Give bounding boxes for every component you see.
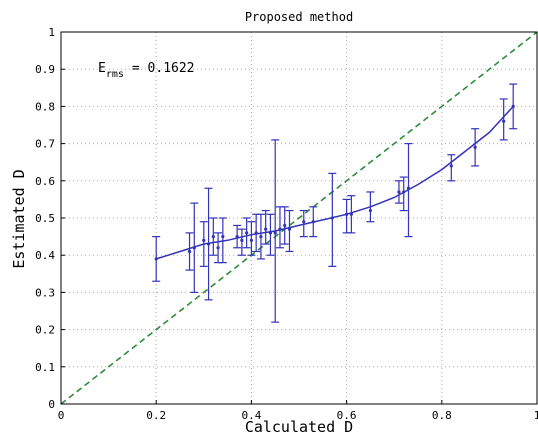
data-point: [330, 216, 334, 220]
data-point: [349, 212, 353, 216]
error-bar-point: [204, 187, 213, 301]
error-bar-point: [242, 217, 251, 249]
data-point: [264, 227, 268, 231]
error-bar-point: [499, 98, 508, 141]
x-tick-label: 1: [534, 409, 538, 422]
data-point: [302, 220, 306, 224]
error-bar-point: [209, 217, 218, 256]
error-bar-point: [342, 198, 351, 234]
data-point: [449, 164, 453, 168]
error-bar-point: [152, 236, 161, 282]
data-point: [283, 223, 287, 228]
data-point: [502, 119, 506, 123]
data-point: [268, 231, 273, 235]
y-tick-label: 0.2: [35, 324, 55, 337]
data-point: [406, 186, 411, 190]
error-bar-point: [237, 228, 246, 256]
rms-error-value: = 0.1622: [132, 61, 195, 76]
data-point: [473, 145, 477, 149]
data-point: [511, 104, 515, 108]
data-point: [368, 208, 372, 213]
error-bars: [152, 83, 518, 323]
rms-error-symbol: E: [98, 61, 106, 76]
data-point: [402, 190, 406, 194]
error-bar-point: [404, 143, 413, 238]
y-tick-label: 0.6: [35, 175, 55, 188]
y-tick-label: 0.1: [35, 361, 55, 374]
error-bar-point: [233, 224, 242, 249]
error-bar-point: [447, 154, 456, 182]
y-tick-label: 0.7: [35, 138, 55, 151]
x-tick-label: 0.4: [241, 409, 261, 422]
y-tick-label: 0.5: [35, 212, 55, 225]
identity-line: [60, 31, 538, 405]
y-tick-label: 0.9: [35, 63, 55, 76]
error-bar-point: [214, 232, 223, 264]
data-point: [249, 238, 253, 242]
data-point: [345, 212, 349, 216]
error-bar-point: [256, 213, 265, 260]
data-point: [278, 227, 282, 231]
data-point: [206, 242, 211, 246]
x-tick-label: 0.8: [432, 409, 452, 422]
error-bar-point: [275, 206, 284, 249]
data-point: [397, 190, 401, 194]
error-bar-point: [299, 209, 308, 238]
rms-error-subscript: rms: [106, 69, 124, 80]
data-point: [202, 238, 206, 242]
y-tick-label: 0: [48, 398, 55, 411]
data-point: [192, 246, 196, 250]
x-tick-labels: 0 0.2 0.4 0.6 0.8 1: [58, 409, 538, 422]
error-bar-point: [261, 209, 270, 245]
error-bar-point: [328, 172, 337, 267]
data-point: [211, 235, 215, 239]
error-bar-point: [394, 180, 403, 204]
x-tick-label: 0: [58, 409, 65, 422]
data-point: [311, 220, 315, 224]
data-point: [273, 231, 277, 235]
data-point: [235, 235, 239, 239]
rms-error-annotation: Erms = 0.1622: [98, 61, 195, 80]
error-bar-point: [199, 221, 208, 267]
x-tick-label: 0.6: [337, 409, 357, 422]
fit-curve: [155, 105, 514, 260]
data-point: [187, 249, 192, 254]
error-bar-point: [218, 217, 227, 264]
x-axis-label: Calculated D: [245, 418, 353, 436]
x-tick-label: 0.2: [146, 409, 166, 422]
y-tick-labels: 0 0.1 0.2 0.3 0.4 0.5 0.6 0.7 0.8 0.9 1: [35, 26, 55, 411]
error-bar-point: [399, 176, 408, 212]
grid-lines: [60, 31, 538, 405]
chart-title: Proposed method: [245, 10, 353, 24]
data-point: [245, 231, 249, 235]
y-tick-label: 0.8: [35, 100, 55, 113]
data-point: [221, 235, 225, 239]
error-bar-point: [185, 232, 194, 271]
y-axis-label: Estimated D: [10, 169, 28, 268]
data-point: [287, 227, 292, 231]
y-tick-label: 0.4: [35, 249, 55, 262]
plot-frame: [60, 31, 538, 405]
error-bar-point: [247, 221, 256, 256]
error-bar-point: [285, 209, 294, 253]
error-bar-point: [190, 202, 199, 293]
data-point: [216, 246, 220, 250]
y-tick-label: 0.3: [35, 286, 55, 299]
y-tick-label: 1: [48, 26, 55, 39]
error-bar-point: [266, 213, 275, 256]
error-bar-point: [280, 206, 289, 245]
error-bar-point: [309, 206, 318, 238]
error-bar-point: [471, 128, 480, 167]
error-bar-point: [347, 195, 356, 234]
error-bar-point: [509, 83, 518, 130]
data-point: [259, 235, 263, 239]
error-bar-point: [366, 191, 375, 223]
data-point: [254, 231, 258, 235]
error-bar-point: [271, 139, 280, 323]
data-point: [154, 257, 158, 261]
data-point: [240, 238, 244, 242]
